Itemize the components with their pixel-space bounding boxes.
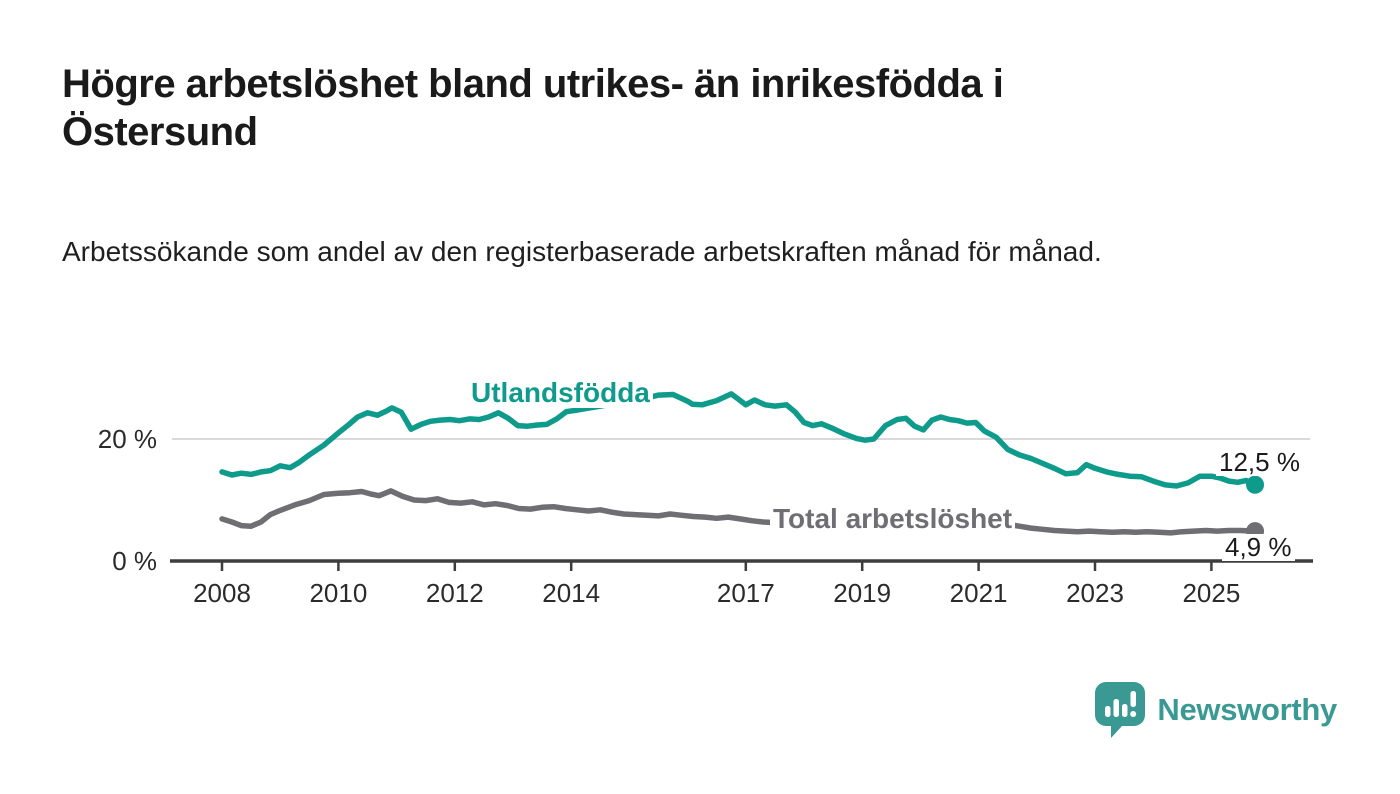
x-tick-label: 2023	[1066, 578, 1124, 608]
end-value-label-total: 4,9 %	[1222, 534, 1295, 561]
x-tick-label: 2010	[309, 578, 367, 608]
newsworthy-speech-bubble-bar-chart-icon	[1095, 682, 1146, 738]
x-tick-label: 2025	[1182, 578, 1240, 608]
x-tick-label: 2012	[426, 578, 484, 608]
y-tick-label: 20 %	[98, 424, 157, 454]
x-tick-label: 2017	[717, 578, 775, 608]
y-tick-label: 0 %	[112, 546, 157, 576]
series-label-utlandsfodda: Utlandsfödda	[468, 378, 653, 408]
newsworthy-logo-text: Newsworthy	[1157, 692, 1337, 727]
series-line-1	[219, 488, 1258, 536]
x-tick-label: 2019	[833, 578, 891, 608]
x-tick-label: 2014	[542, 578, 600, 608]
x-tick-label: 2008	[193, 578, 251, 608]
chart-title: Högre arbetslöshet bland utrikes- än inr…	[62, 62, 1004, 154]
newsworthy-logo: Newsworthy	[1094, 681, 1337, 739]
chart-subtitle: Arbetssökande som andel av den registerb…	[62, 236, 1102, 267]
series-end-dot-0	[1246, 475, 1265, 494]
series-label-total-arbetsloshet: Total arbetslöshet	[770, 504, 1016, 534]
series-line-0	[219, 391, 1258, 489]
end-value-label-utlandsfodda: 12,5 %	[1216, 449, 1303, 476]
x-tick-label: 2021	[950, 578, 1008, 608]
